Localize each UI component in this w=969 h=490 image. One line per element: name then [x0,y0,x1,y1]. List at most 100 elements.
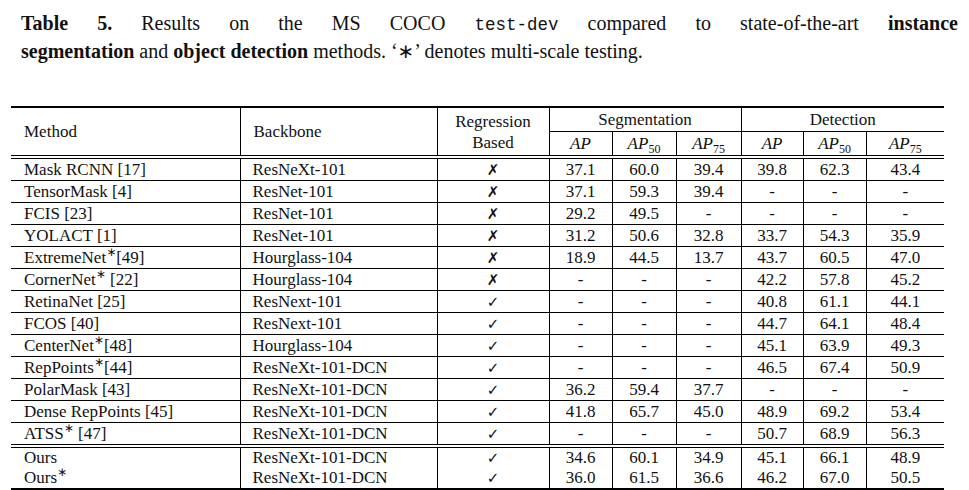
seg-ap75-cell: 39.4 [676,181,741,203]
method-cell: Dense RepPoints [45] [11,401,240,423]
seg-ap50-cell: - [612,357,676,379]
caption-segment: Table 5. [21,12,112,34]
table-row: CenterNet∗[48]Hourglass-104✓---45.163.94… [11,335,944,357]
method-cell: YOLACT [1] [11,225,240,247]
method-cell: CornerNet∗ [22] [11,269,240,291]
seg-ap-cell: 37.1 [549,157,612,181]
col-header-segmentation-ap: AP [549,132,612,158]
cross-mark-icon: ✗ [487,249,500,267]
backbone-cell: ResNeXt-101-DCN [240,379,437,401]
table-row: RepPoints∗[44]ResNeXt-101-DCN✓---46.567.… [11,357,944,379]
caption-segment: segmentation [21,40,134,62]
seg-ap-cell: - [549,291,612,313]
col-header-method: Method [11,107,240,157]
det-ap75-cell: - [866,379,944,401]
det-ap-cell: 39.8 [741,157,803,181]
col-header-detection-ap50: AP50 [803,132,866,158]
backbone-cell: ResNeXt-101-DCN [240,446,437,468]
regression-cell: ✓ [437,291,549,313]
caption-segment: instance [888,12,958,34]
seg-ap-cell: 37.1 [549,181,612,203]
col-group-segmentation: Segmentation [549,107,741,132]
table-row: OursResNeXt-101-DCN✓34.660.134.945.166.1… [11,446,944,468]
cross-mark-icon: ✗ [487,161,500,179]
backbone-cell: ResNet-101 [240,225,437,247]
cross-mark-icon: ✗ [487,271,500,289]
check-mark-icon: ✓ [487,359,500,377]
backbone-cell: ResNeXt-101-DCN [240,423,437,447]
multiscale-star: ∗ [94,357,104,369]
seg-ap50-cell: 44.5 [612,247,676,269]
regression-cell: ✗ [437,181,549,203]
table-caption: Table 5. Results on the MS COCO test-dev… [21,10,958,64]
caption-segment: Results on the MS COCO [112,12,474,34]
table-row: TensorMask [4]ResNet-101✗37.159.339.4--- [11,181,944,203]
seg-ap-cell: 34.6 [549,446,612,468]
seg-ap75-cell: - [676,291,741,313]
seg-ap50-cell: 65.7 [612,401,676,423]
seg-ap75-cell: 34.9 [676,446,741,468]
method-cell: TensorMask [4] [11,181,240,203]
seg-ap50-cell: - [612,313,676,335]
det-ap75-cell: 50.9 [866,357,944,379]
seg-ap50-cell: 60.1 [612,446,676,468]
backbone-cell: ResNext-101 [240,291,437,313]
col-header-regression-based: Regression Based [437,107,549,157]
check-mark-icon: ✓ [487,315,500,333]
table-row: PolarMask [43]ResNeXt-101-DCN✓36.259.437… [11,379,944,401]
caption-segment: methods. ‘∗’ denotes multi-scale testing… [308,40,643,62]
method-cell: FCIS [23] [11,203,240,225]
det-ap-cell: 46.2 [741,468,803,489]
sota-rows-section: Mask RCNN [17]ResNeXt-101✗37.160.039.439… [11,157,944,446]
check-mark-icon: ✓ [487,293,500,311]
method-cell: Ours [11,446,240,468]
regression-cell: ✗ [437,225,549,247]
method-cell: RetinaNet [25] [11,291,240,313]
det-ap-cell: 40.8 [741,291,803,313]
seg-ap75-cell: 32.8 [676,225,741,247]
det-ap-cell: - [741,379,803,401]
det-ap75-cell: 48.9 [866,446,944,468]
regression-cell: ✓ [437,423,549,447]
check-mark-icon: ✓ [487,425,500,443]
table-row: YOLACT [1]ResNet-101✗31.250.632.833.754.… [11,225,944,247]
check-mark-icon: ✓ [487,469,500,487]
backbone-cell: ResNeXt-101 [240,157,437,181]
seg-ap-cell: 18.9 [549,247,612,269]
det-ap-cell: 42.2 [741,269,803,291]
multiscale-star: ∗ [96,269,106,281]
det-ap75-cell: 47.0 [866,247,944,269]
caption-segment: test-dev [474,15,558,35]
det-ap-cell: 46.5 [741,357,803,379]
backbone-cell: ResNext-101 [240,313,437,335]
seg-ap-cell: - [549,423,612,447]
regression-cell: ✓ [437,401,549,423]
seg-ap-cell: 36.0 [549,468,612,489]
method-cell: ATSS∗ [47] [11,423,240,447]
seg-ap75-cell: - [676,423,741,447]
caption-segment: compared to state-of-the-art [558,12,888,34]
backbone-cell: Hourglass-104 [240,247,437,269]
regression-based-line2: Based [472,133,514,152]
cross-mark-icon: ✗ [487,205,500,223]
method-cell: FCOS [40] [11,313,240,335]
det-ap50-cell: 69.2 [803,401,866,423]
regression-based-line1: Regression [455,112,531,131]
seg-ap50-cell: 60.0 [612,157,676,181]
backbone-cell: ResNet-101 [240,181,437,203]
det-ap50-cell: 63.9 [803,335,866,357]
det-ap50-cell: - [803,203,866,225]
backbone-cell: ResNeXt-101-DCN [240,468,437,489]
det-ap50-cell: 68.9 [803,423,866,447]
det-ap75-cell: 44.1 [866,291,944,313]
det-ap50-cell: 62.3 [803,157,866,181]
check-mark-icon: ✓ [487,337,500,355]
multiscale-star: ∗ [57,468,67,479]
seg-ap50-cell: 59.3 [612,181,676,203]
results-table: Method Backbone Regression Based Segment… [11,106,944,490]
det-ap-cell: 50.7 [741,423,803,447]
ours-rows-section: OursResNeXt-101-DCN✓34.660.134.945.166.1… [11,446,944,489]
multiscale-star: ∗ [94,335,104,347]
table-row: Ours∗ResNeXt-101-DCN✓36.061.536.646.267.… [11,468,944,489]
seg-ap-cell: 31.2 [549,225,612,247]
